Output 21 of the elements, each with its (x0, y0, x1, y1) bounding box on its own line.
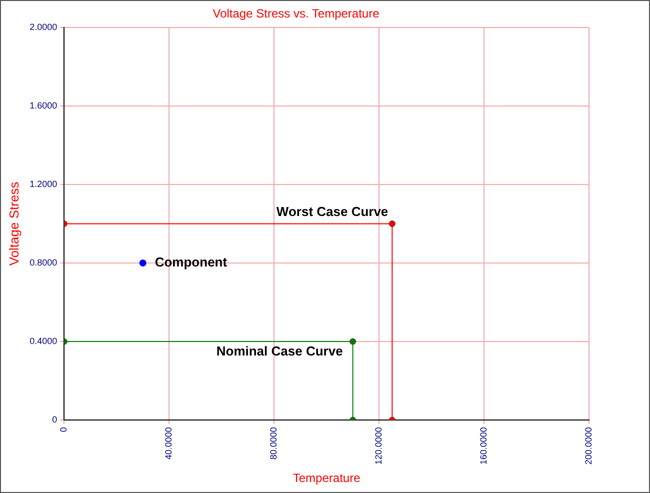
x-tick-label: 120.0000 (374, 427, 384, 465)
chart-title: Voltage Stress vs. Temperature (212, 6, 380, 21)
x-tick-label: 0 (58, 427, 69, 432)
y-tick-label: 2.0000 (30, 22, 58, 32)
x-tick-label: 80.0000 (268, 427, 279, 460)
x-axis-title: Temperature (292, 471, 361, 486)
y-tick-label: 0.4000 (30, 336, 58, 346)
y-tick-label: 0 (52, 414, 58, 425)
series-label: Nominal Case Curve (216, 344, 343, 359)
x-tick-label: 160.0000 (478, 427, 489, 465)
series-label: Worst Case Curve (276, 204, 388, 219)
x-tick-label: 200.0000 (583, 427, 594, 465)
point (388, 220, 396, 227)
series-label: Component (154, 254, 228, 270)
point (139, 259, 146, 266)
x-tick-label: 40.0000 (164, 427, 174, 460)
y-tick-label: 0.8000 (30, 257, 58, 268)
point (350, 338, 356, 345)
y-tick-label: 1.6000 (30, 100, 58, 110)
y-axis-title: Voltage Stress (6, 181, 22, 266)
y-tick-label: 1.2000 (30, 178, 58, 189)
